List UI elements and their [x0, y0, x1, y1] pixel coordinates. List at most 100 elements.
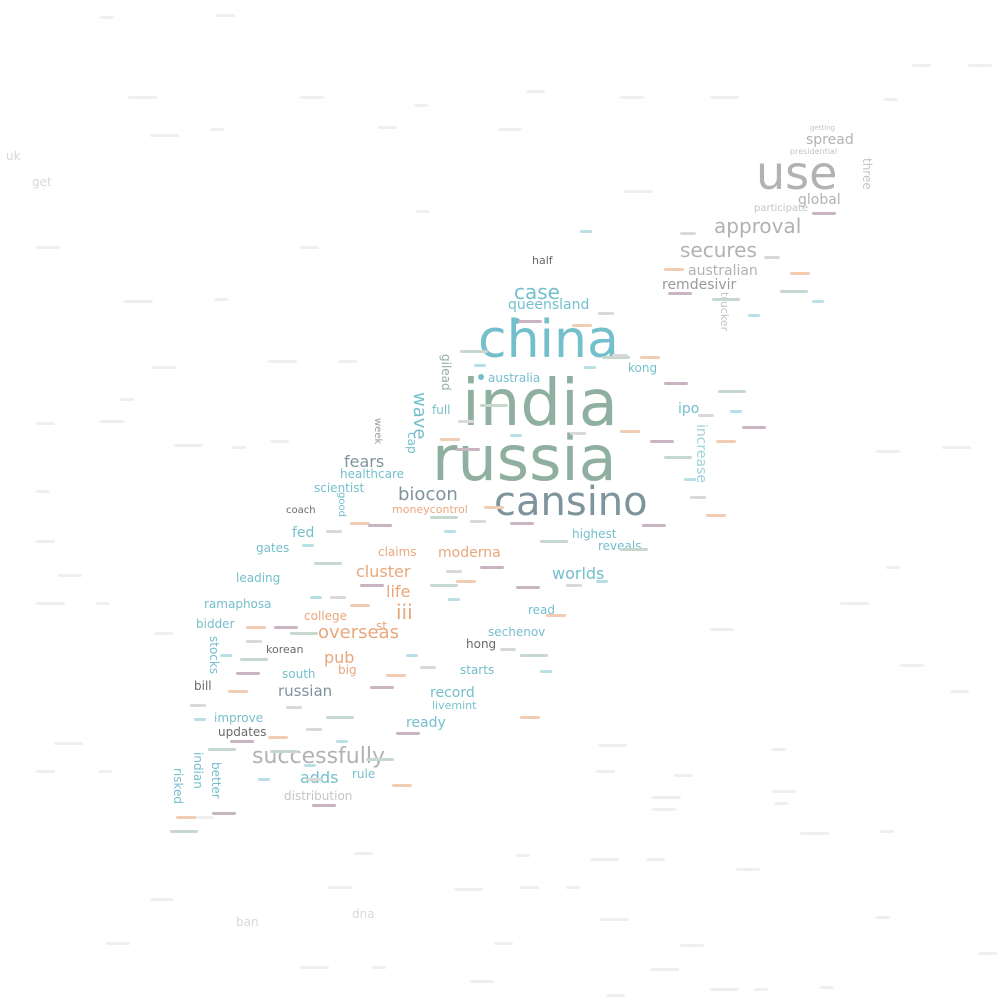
word-russian: russian [278, 682, 333, 700]
speck-mark [820, 986, 834, 989]
speck-mark [328, 886, 352, 889]
word-cluster: cluster [356, 562, 411, 581]
speck-mark [232, 446, 246, 449]
word-use: use [756, 146, 838, 200]
speck-mark [258, 778, 270, 781]
speck-mark [642, 524, 666, 527]
dot-marker [478, 374, 484, 380]
speck-mark [584, 366, 596, 369]
speck-mark [566, 584, 582, 587]
speck-mark [274, 626, 298, 629]
speck-mark [968, 64, 992, 67]
speck-mark [290, 632, 318, 635]
speck-mark [598, 744, 627, 747]
speck-mark [652, 808, 676, 811]
speck-mark [510, 434, 522, 437]
speck-mark [474, 364, 486, 367]
speck-mark [540, 540, 568, 543]
word-china: china [478, 310, 619, 370]
speck-mark [286, 706, 302, 709]
speck-mark [950, 690, 969, 693]
speck-mark [96, 602, 110, 605]
word-livemint: livemint [432, 699, 477, 712]
word-coach: coach [286, 505, 316, 516]
speck-mark [526, 90, 545, 93]
speck-mark [454, 888, 483, 891]
speck-mark [36, 246, 60, 249]
word-worlds: worlds [552, 564, 605, 583]
speck-mark [54, 742, 83, 745]
word-increase: increase [693, 424, 709, 484]
speck-mark [664, 382, 688, 385]
word-improve: improve [214, 711, 264, 725]
speck-mark [406, 654, 418, 657]
word-dna: dna [352, 907, 375, 921]
word-good: good [336, 492, 347, 517]
speck-mark [230, 740, 254, 743]
speck-mark [650, 968, 679, 971]
speck-mark [444, 530, 456, 533]
speck-mark [772, 790, 796, 793]
speck-mark [416, 210, 430, 213]
speck-mark [886, 566, 900, 569]
speck-mark [546, 614, 566, 617]
speck-mark [174, 444, 203, 447]
speck-mark [880, 830, 894, 833]
speck-mark [36, 490, 50, 493]
speck-mark [430, 516, 458, 519]
speck-mark [360, 584, 384, 587]
speck-mark [312, 804, 336, 807]
speck-mark [306, 778, 322, 781]
speck-mark [154, 632, 173, 635]
speck-mark [36, 770, 55, 773]
speck-mark [446, 570, 462, 573]
speck-mark [194, 718, 206, 721]
speck-mark [516, 586, 540, 589]
speck-mark [680, 944, 704, 947]
speck-mark [458, 420, 474, 423]
speck-mark [942, 446, 971, 449]
speck-mark [684, 478, 696, 481]
speck-mark [212, 812, 236, 815]
speck-mark [600, 918, 629, 921]
word-ramaphosa: ramaphosa [204, 597, 272, 611]
speck-mark [494, 942, 513, 945]
speck-mark [620, 430, 640, 433]
speck-mark [480, 404, 508, 407]
speck-mark [664, 268, 684, 271]
speck-mark [326, 716, 354, 719]
speck-mark [338, 360, 357, 363]
speck-mark [392, 784, 412, 787]
speck-mark [712, 298, 740, 301]
speck-mark [58, 574, 82, 577]
speck-mark [152, 366, 176, 369]
speck-mark [840, 602, 869, 605]
speck-mark [606, 994, 625, 997]
speck-mark [210, 128, 224, 131]
speck-mark [800, 832, 829, 835]
speck-mark [718, 390, 746, 393]
speck-mark [876, 916, 890, 919]
speck-mark [370, 686, 394, 689]
speck-mark [354, 852, 373, 855]
speck-mark [680, 232, 696, 235]
speck-mark [764, 256, 780, 259]
speck-mark [774, 802, 788, 805]
speck-mark [572, 324, 592, 327]
dot-marker-2 [514, 318, 520, 324]
speck-mark [580, 230, 592, 233]
speck-mark [602, 356, 630, 359]
speck-mark [368, 524, 392, 527]
word-south: south [282, 667, 316, 681]
speck-mark [780, 290, 808, 293]
word-week: week [372, 418, 383, 445]
word-iii: iii [396, 600, 413, 624]
word-highest: highest [572, 527, 617, 541]
word-biocon: biocon [398, 484, 458, 505]
speck-mark [366, 758, 394, 761]
word-remdesivir: remdesivir [662, 277, 737, 293]
speck-mark [664, 456, 692, 459]
word-updates: updates [218, 725, 267, 739]
speck-mark [710, 628, 734, 631]
word-bidder: bidder [196, 617, 235, 631]
